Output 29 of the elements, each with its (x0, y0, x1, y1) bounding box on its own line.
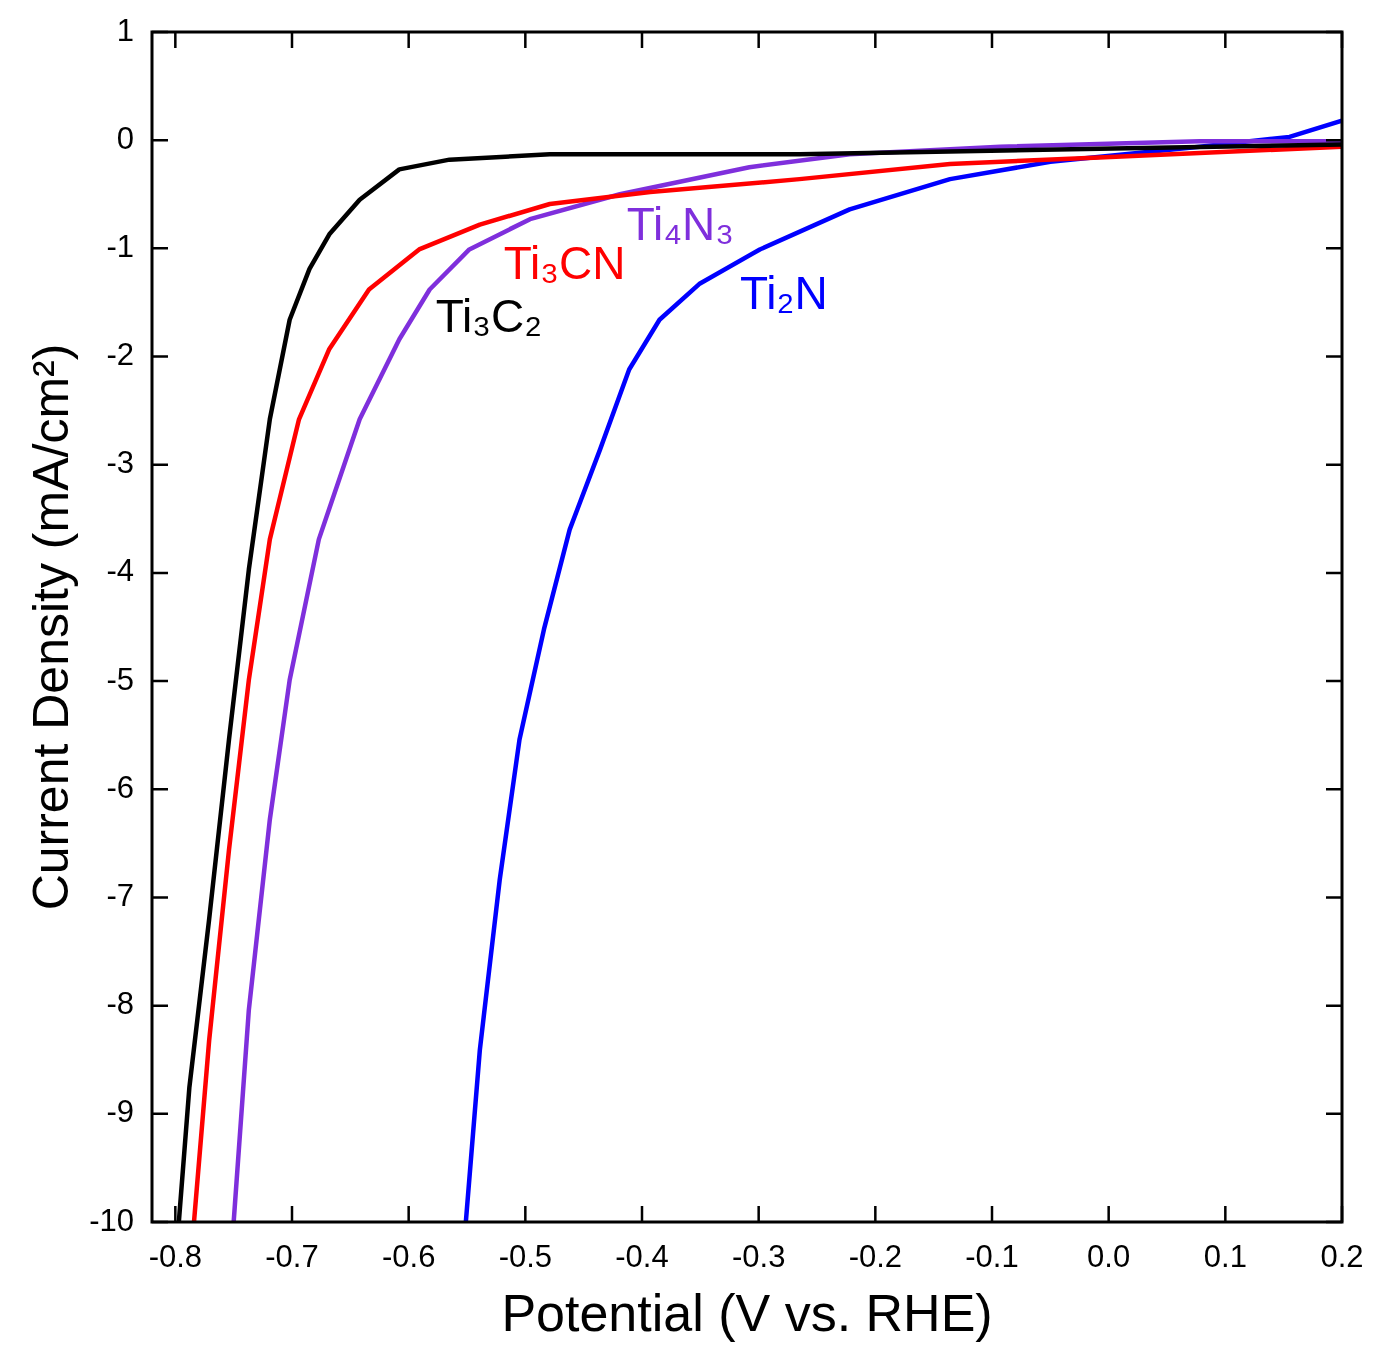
x-tick-label: -0.5 (498, 1239, 553, 1275)
y-tick-label: -8 (106, 986, 134, 1022)
x-tick-label: -0.6 (381, 1239, 436, 1275)
series-label: Ti₄N₃ (626, 198, 735, 251)
series-label: Ti₂N (739, 266, 828, 319)
x-axis-title: Potential (V vs. RHE) (501, 1284, 993, 1343)
y-tick-label: -6 (106, 769, 134, 805)
x-tick-label: -0.3 (731, 1239, 786, 1275)
x-tick-label: -0.4 (615, 1239, 669, 1275)
y-tick-label: 0 (116, 120, 134, 156)
text: Ti₃C₂ (435, 290, 543, 343)
y-tick-label: -7 (106, 878, 134, 913)
x-tick-label: 0.2 (1320, 1239, 1364, 1275)
x-tick-label: -0.2 (848, 1239, 903, 1275)
y-tick-label: -1 (106, 228, 134, 264)
y-tick-label: -10 (89, 1202, 134, 1238)
x-tick-label: -0.1 (965, 1239, 1019, 1275)
y-tick-label: -4 (106, 553, 134, 589)
y-tick-label: -3 (106, 445, 134, 481)
y-tick-label: -5 (106, 661, 134, 697)
x-tick-label: -0.7 (265, 1239, 319, 1275)
x-tick-label: 0.0 (1087, 1239, 1131, 1275)
x-tick-label: -0.8 (148, 1239, 203, 1275)
y-axis-title: Current Density (mA/cm²) (22, 343, 79, 911)
y-tick-label: -9 (106, 1094, 134, 1130)
series-label: Ti₃CN (503, 237, 626, 290)
x-tick-label: 0.1 (1203, 1239, 1247, 1275)
y-tick-label: 1 (116, 12, 134, 48)
y-tick-label: -2 (106, 337, 134, 373)
